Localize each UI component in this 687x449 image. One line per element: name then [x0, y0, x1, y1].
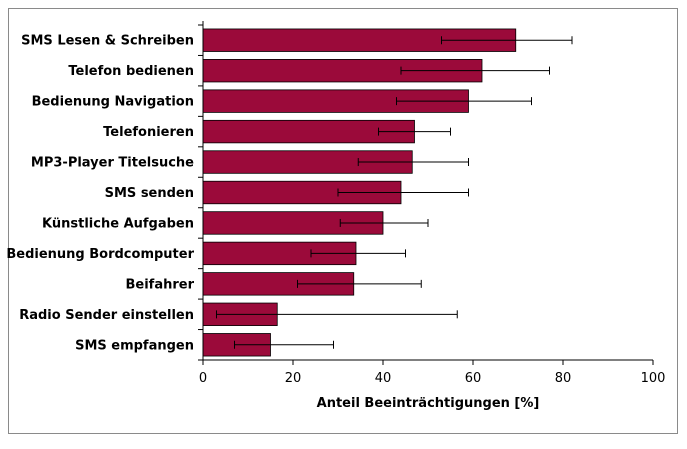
- category-label: Beifahrer: [125, 277, 194, 292]
- x-tick-label: 80: [555, 371, 572, 386]
- category-labels-group: SMS Lesen & Schreiben Telefon bedienen Bed…: [6, 34, 194, 354]
- category-label: Radio Sender einstellen: [19, 308, 194, 323]
- category-label: Telefonieren: [103, 125, 194, 140]
- category-label: SMS empfangen: [75, 338, 194, 353]
- x-tick-label: 60: [465, 371, 482, 386]
- category-label: SMS senden: [105, 186, 194, 201]
- x-tick-label: 20: [285, 371, 302, 386]
- category-label: Bedienung Bordcomputer: [6, 247, 194, 262]
- x-tick-label: 0: [199, 371, 207, 386]
- category-label: SMS Lesen & Schreiben: [21, 34, 194, 49]
- category-label: Telefon bedienen: [68, 64, 194, 79]
- x-axis-title: Anteil Beeinträchtigungen [%]: [317, 396, 540, 411]
- error-bars-group: [216, 36, 573, 349]
- category-label: MP3-Player Titelsuche: [31, 156, 194, 171]
- category-label: Bedienung Navigation: [32, 95, 194, 110]
- axes-group: 0 20 40 60 80 100: [198, 21, 665, 386]
- category-label: Künstliche Aufgaben: [42, 216, 194, 231]
- x-tick-label: 40: [375, 371, 392, 386]
- x-tick-label: 100: [641, 371, 666, 386]
